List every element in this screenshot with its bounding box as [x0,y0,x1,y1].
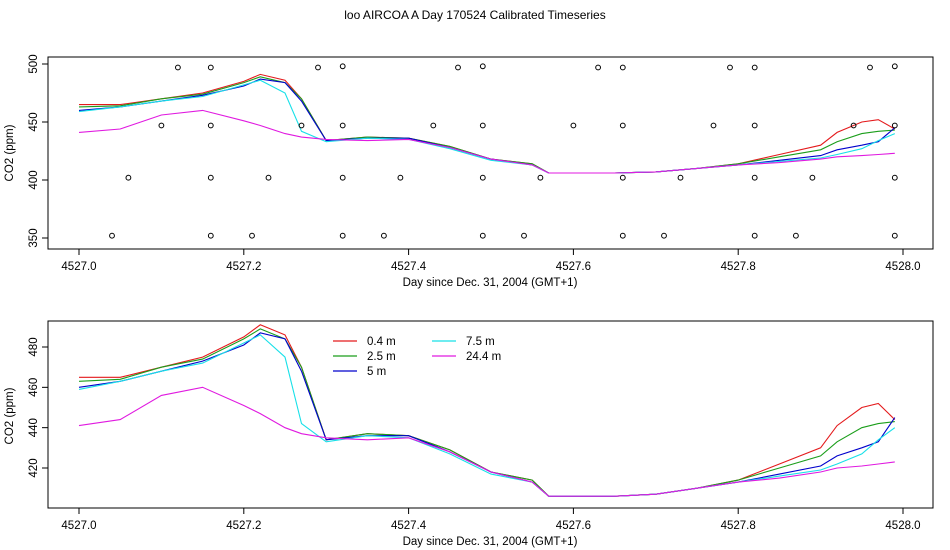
scatter-point [339,232,346,239]
y-tick-label: 350 [28,228,40,247]
scatter-point [891,63,898,70]
scatter-point [809,174,816,181]
scatter-point [595,64,601,71]
y-tick-label: 500 [28,54,40,73]
scatter-point [339,174,346,181]
legend-label: 0.4 m [367,336,396,348]
scatter-point [537,174,544,181]
scatter-point [867,64,873,71]
legend-label: 2.5 m [367,351,396,363]
x-axis-title: Day since Dec. 31, 2004 (GMT+1) [403,536,578,548]
scatter-point [479,232,486,239]
scatter-point [727,64,733,71]
x-tick-label: 4527.0 [61,520,96,532]
scatter-point [249,232,255,239]
scatter-point [479,63,486,70]
scatter-point [661,232,667,239]
x-tick-label: 4527.6 [556,261,591,273]
plot-frame [47,56,934,250]
scatter-point [339,122,346,129]
x-tick-label: 4527.2 [226,261,261,273]
scatter-point [751,122,758,129]
y-axis-title: CO2 (ppm) [4,387,16,444]
series-line-7-5-m [78,334,896,497]
scatter-point [891,232,898,239]
x-axis-title: Day since Dec. 31, 2004 (GMT+1) [403,277,578,289]
legend-label: 24.4 m [466,351,501,363]
y-tick-label: 450 [28,112,40,131]
y-tick-label: 480 [28,337,40,356]
x-tick-label: 4527.8 [721,520,756,532]
scatter-point [521,232,527,239]
scatter-point [479,174,486,181]
scatter-point [479,122,486,129]
scatter-point [619,174,626,181]
scatter-point [619,64,626,71]
x-tick-label: 4527.6 [556,520,591,532]
series-line-24-4-m [78,109,895,174]
y-tick-label: 420 [28,458,40,477]
scatter-point [158,122,165,129]
legend-label: 5 m [367,366,386,378]
scatter-point [677,174,684,181]
x-tick-label: 4527.0 [61,261,96,273]
scatter-point [891,174,898,181]
scatter-point [850,122,857,129]
scatter-point [315,64,321,71]
scatter-point [207,232,214,239]
scatter-point [109,232,115,239]
y-tick-label: 460 [28,378,40,397]
x-tick-label: 4527.2 [226,520,261,532]
x-tick-label: 4527.4 [391,261,427,273]
scatter-point [207,122,214,129]
y-axis-title: CO2 (ppm) [4,124,16,181]
scatter-point [265,174,272,181]
scatter-point [710,122,717,129]
series-line-24-4-m [78,386,895,497]
y-tick-label: 440 [28,418,40,437]
scatter-point [175,64,181,71]
figure-title: loo AIRCOA A Day 170524 Calibrated Times… [344,8,605,22]
scatter-point [751,232,758,239]
series-line-7-5-m [78,79,896,174]
plot-frame [47,320,934,509]
scatter-point [570,122,577,129]
scatter-point [339,63,346,70]
y-tick-label: 400 [28,170,40,189]
x-tick-label: 4527.4 [391,520,427,532]
scatter-point [298,122,305,129]
x-tick-label: 4528.0 [885,520,920,532]
scatter-point [381,232,387,239]
scatter-point [751,174,758,181]
panel-bottom: Day since Dec. 31, 2004 (GMT+1) CO2 (ppm… [4,320,934,548]
scatter-point [619,122,626,129]
x-tick-label: 4527.8 [721,261,756,273]
scatter-point [455,64,461,71]
scatter-point [397,174,404,181]
scatter-point [619,232,626,239]
panel-top: Day since Dec. 31, 2004 (GMT+1) CO2 (ppm… [4,54,934,289]
x-tick-label: 4528.0 [885,261,920,273]
series-line-2-5-m [78,328,895,497]
scatter-point [751,64,758,71]
scatter-point [207,64,214,71]
legend-label: 7.5 m [466,336,495,348]
scatter-point [430,122,437,129]
scatter-point [891,122,898,129]
series-line-2-5-m [78,76,895,174]
scatter-point [125,174,132,181]
scatter-point [793,232,799,239]
scatter-point [207,174,214,181]
